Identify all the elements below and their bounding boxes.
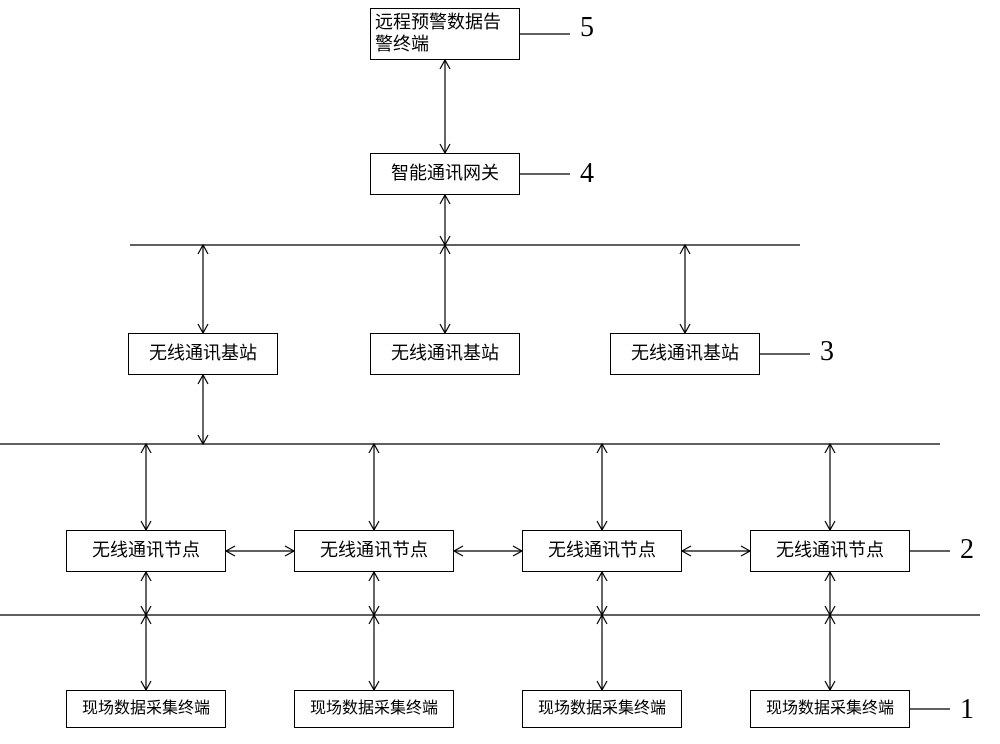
node-smart-gateway: 智能通讯网关	[370, 153, 520, 195]
node-wireless-node-a: 无线通讯节点	[66, 530, 226, 572]
node-field-terminal-b: 现场数据采集终端	[294, 690, 454, 728]
node-field-terminal-d: 现场数据采集终端	[750, 690, 910, 728]
node-label: 智能通讯网关	[391, 163, 499, 185]
tier-label-1: 1	[960, 694, 974, 726]
node-label: 无线通讯基站	[391, 343, 499, 365]
node-label: 无线通讯基站	[631, 343, 739, 365]
node-label: 无线通讯基站	[149, 343, 257, 365]
node-label: 无线通讯节点	[320, 540, 428, 562]
tier-label-2: 2	[960, 534, 974, 566]
node-wireless-node-b: 无线通讯节点	[294, 530, 454, 572]
tier-label-3: 3	[820, 336, 834, 368]
node-base-station-a: 无线通讯基站	[128, 333, 278, 375]
node-label: 现场数据采集终端	[82, 699, 210, 718]
node-base-station-c: 无线通讯基站	[610, 333, 760, 375]
node-base-station-b: 无线通讯基站	[370, 333, 520, 375]
node-field-terminal-a: 现场数据采集终端	[66, 690, 226, 728]
tier-label-4: 4	[580, 158, 594, 190]
node-label: 无线通讯节点	[92, 540, 200, 562]
node-field-terminal-c: 现场数据采集终端	[522, 690, 682, 728]
node-remote-alarm-terminal: 远程预警数据告警终端	[370, 8, 520, 60]
node-label: 现场数据采集终端	[538, 699, 666, 718]
tier-label-5: 5	[580, 12, 594, 44]
node-label: 远程预警数据告警终端	[375, 12, 501, 55]
node-wireless-node-d: 无线通讯节点	[750, 530, 910, 572]
node-label: 现场数据采集终端	[766, 699, 894, 718]
node-label: 现场数据采集终端	[310, 699, 438, 718]
node-label: 无线通讯节点	[776, 540, 884, 562]
node-label: 无线通讯节点	[548, 540, 656, 562]
node-wireless-node-c: 无线通讯节点	[522, 530, 682, 572]
